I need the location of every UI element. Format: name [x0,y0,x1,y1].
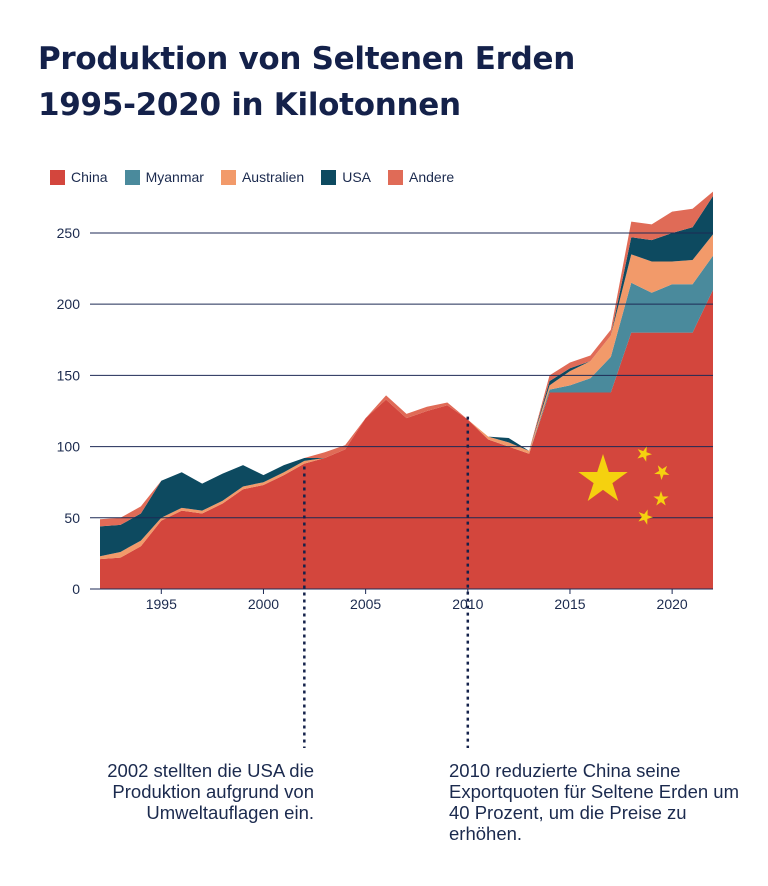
x-tick-label: 2005 [350,596,381,612]
y-tick-label: 200 [57,296,81,312]
large-star-icon [578,454,628,501]
legend-swatch-usa [321,169,337,185]
y-tick-label: 150 [57,367,81,383]
legend-item-usa: USA [321,169,371,185]
annotation-2010: 2010 reduzierte China seine Exportquoten… [449,760,740,844]
y-tick-label: 50 [64,510,80,526]
legend-item-china: China [50,169,108,185]
annotation-2002: 2002 stellten die USA die Produktion auf… [107,760,314,823]
chart-title: Produktion von Seltenen Erden 1995-2020 … [38,36,738,128]
x-tick-label: 2015 [554,596,585,612]
small-star-icon [637,446,652,462]
small-star-icon [638,509,653,525]
legend-swatch-andere [388,169,404,185]
x-tick-label: 2000 [248,596,279,612]
legend-swatch-china [50,169,65,185]
title-line-1: Produktion von Seltenen Erden [38,41,575,77]
legend-item-australien: Australien [220,169,305,185]
legend-label-myanmar: Myanmar [145,169,204,185]
y-tick-label: 250 [57,225,81,241]
x-tick-label: 1995 [146,596,177,612]
legend-label-china: China [71,169,108,185]
small-star-icon [653,491,669,506]
title-line-2: 1995-2020 in Kilotonnen [38,87,461,123]
legend-swatch-myanmar [124,169,140,185]
y-tick-label: 0 [72,581,80,597]
x-tick-label: 2020 [657,596,688,612]
legend-item-andere: Andere [388,169,454,185]
x-tick-label: 2010 [452,596,483,612]
y-tick-label: 100 [57,439,81,455]
small-star-icon [654,465,670,480]
legend: China Myanmar Australien USA Andere [50,167,471,187]
area-china [100,289,713,589]
legend-swatch-australien [220,169,236,185]
legend-label-australien: Australien [241,169,305,185]
legend-item-myanmar: Myanmar [124,169,204,185]
area-australien [100,234,713,560]
legend-label-usa: USA [342,169,372,185]
legend-label-andere: Andere [409,169,455,185]
area-andere [100,191,713,527]
